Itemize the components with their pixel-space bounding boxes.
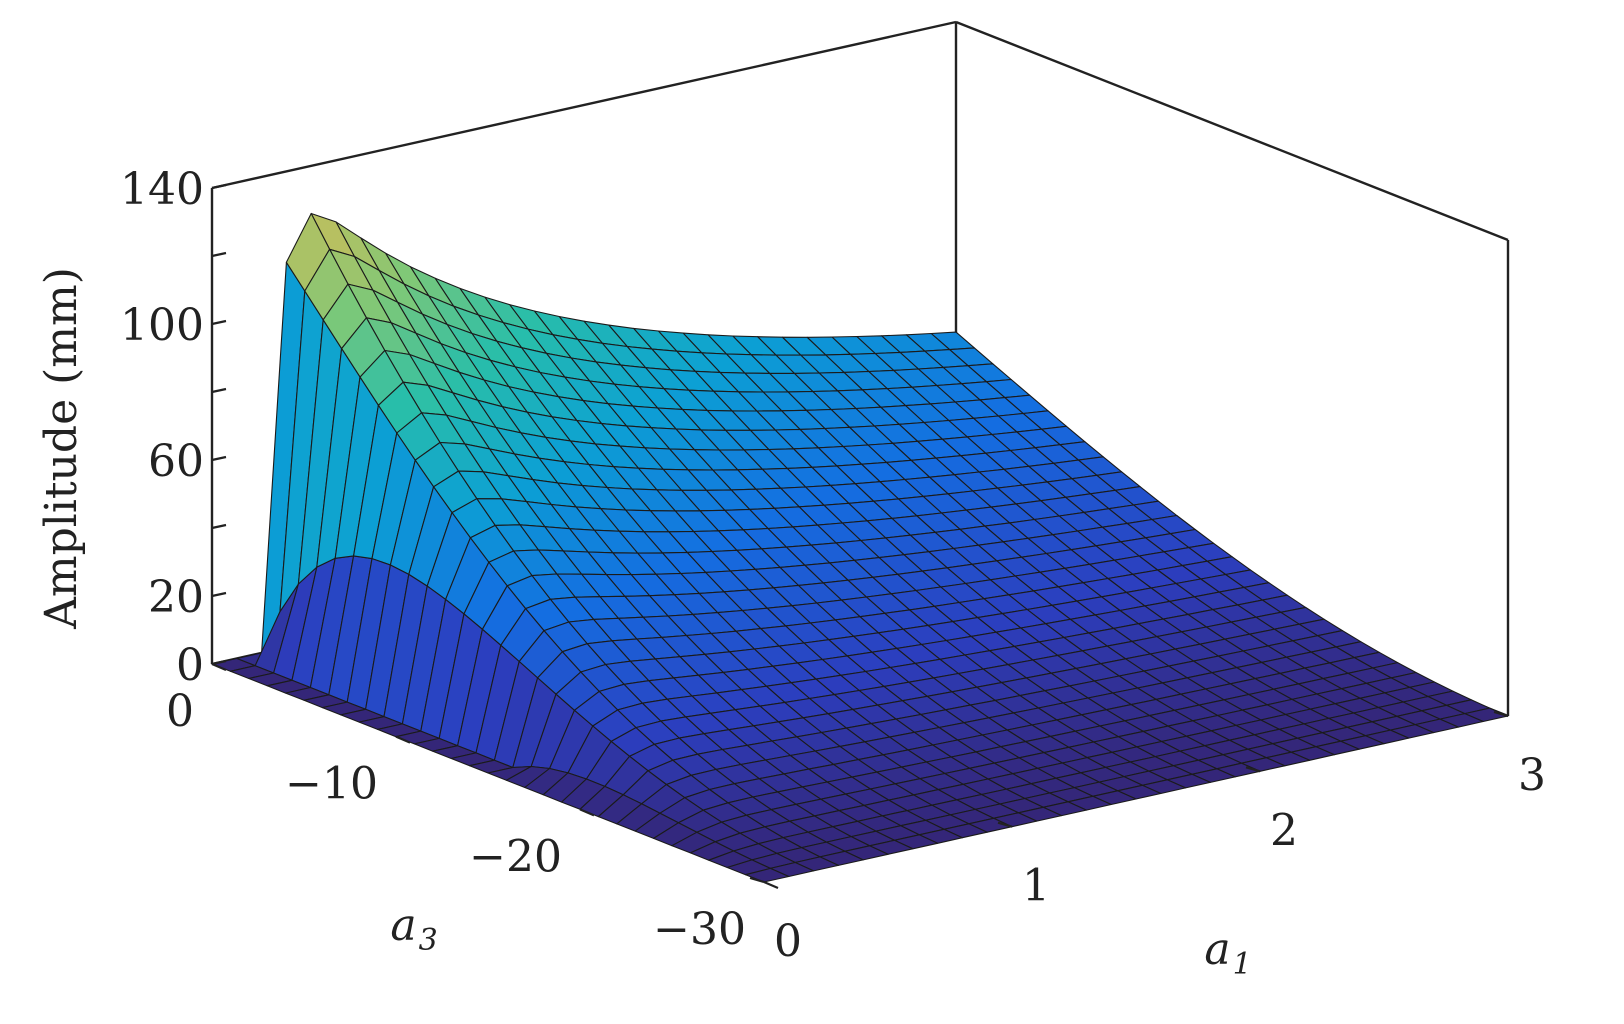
axis-ticks: 0 20 60 100 140 0 1 2 3 0 −10 −20 −30 <box>120 164 1546 967</box>
y-tick-label: 0 <box>166 686 194 737</box>
x-tick-label: 0 <box>774 916 802 967</box>
y-axis-title-var: a <box>390 900 416 951</box>
z-tick-label: 20 <box>148 572 204 623</box>
z-tick-label: 60 <box>148 436 204 487</box>
x-tick-mark <box>1245 766 1261 773</box>
y-tick-mark <box>579 808 595 817</box>
surface-patch <box>745 867 790 883</box>
x-tick-mark <box>749 876 765 884</box>
z-tick-mark <box>211 523 227 530</box>
box-edge <box>955 20 1509 242</box>
y-axis-title-sub: 3 <box>419 923 438 958</box>
z-tick-mark <box>211 659 227 666</box>
z-tick-label: 140 <box>120 164 204 215</box>
x-tick-label: 2 <box>1270 805 1298 856</box>
y-tick-label: −10 <box>285 759 378 810</box>
z-tick-label: 100 <box>120 300 204 351</box>
x-tick-label: 1 <box>1022 861 1050 912</box>
x-axis-title-sub: 1 <box>1233 947 1252 982</box>
y-tick-label: −20 <box>469 831 562 882</box>
y-tick-mark <box>395 735 411 744</box>
y-axis-title: a3 <box>390 900 437 958</box>
z-tick-mark <box>211 183 227 190</box>
y-tick-mark <box>763 880 779 890</box>
z-tick-mark <box>211 591 227 598</box>
box-edge <box>211 20 957 190</box>
x-axis-title-var: a <box>1204 924 1230 975</box>
y-tick-label: −30 <box>653 904 746 955</box>
surface-mesh <box>211 212 1509 883</box>
z-tick-mark <box>211 251 227 258</box>
x-tick-label: 3 <box>1518 750 1546 801</box>
x-tick-mark <box>997 821 1013 828</box>
z-tick-mark <box>211 387 227 394</box>
x-axis-title: a1 <box>1204 924 1251 982</box>
x-tick-mark <box>1493 710 1509 718</box>
z-tick-label: 0 <box>176 640 204 691</box>
z-tick-mark <box>211 319 227 326</box>
z-tick-mark <box>211 455 227 462</box>
y-tick-mark <box>211 662 227 672</box>
z-axis-title: Amplitude (mm) <box>36 267 87 630</box>
